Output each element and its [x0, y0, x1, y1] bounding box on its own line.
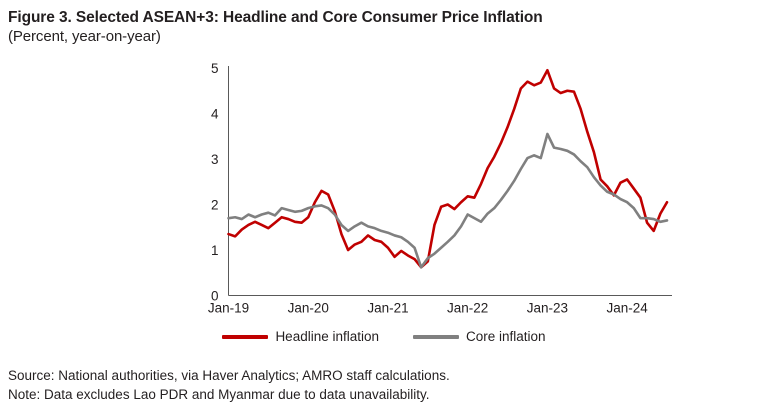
legend-label: Core inflation	[466, 329, 546, 344]
figure-title: Figure 3. Selected ASEAN+3: Headline and…	[8, 9, 543, 26]
legend-entry: Headline inflation	[222, 330, 379, 344]
chart-legend: Headline inflation Core inflation	[0, 330, 768, 344]
series-paths	[227, 68, 669, 269]
source-note: Source: National authorities, via Haver …	[8, 368, 450, 383]
legend-entry: Core inflation	[413, 330, 546, 344]
figure-subtitle: (Percent, year-on-year)	[8, 28, 161, 45]
data-note: Note: Data excludes Lao PDR and Myanmar …	[8, 387, 430, 402]
x-tick-label: Jan-23	[527, 301, 568, 315]
x-tick-label: Jan-19	[208, 301, 249, 315]
figure-notes: Source: National authorities, via Haver …	[8, 366, 760, 404]
legend-swatch	[222, 335, 269, 339]
figure-header: Figure 3. Selected ASEAN+3: Headline and…	[8, 8, 760, 46]
y-tick-label: 0	[211, 289, 219, 304]
y-tick-label: 5	[211, 61, 219, 76]
series-line-headline-inflation	[227, 68, 669, 269]
x-tick-label: Jan-22	[447, 301, 488, 315]
legend-swatch	[413, 335, 460, 339]
y-tick-label: 2	[211, 198, 219, 213]
series-line-core-inflation	[227, 132, 669, 269]
x-axis-tick-labels: Jan-19 Jan-20 Jan-21 Jan-22 Jan-23 Jan-24	[208, 301, 648, 315]
y-tick-label: 1	[211, 243, 219, 258]
x-tick-label: Jan-24	[606, 301, 648, 315]
y-axis-tick-labels: 0 1 2 3 4 5	[211, 61, 219, 304]
legend-label: Headline inflation	[275, 329, 380, 344]
x-tick-label: Jan-21	[367, 301, 408, 315]
y-tick-label: 3	[211, 152, 219, 167]
x-tick-label: Jan-20	[288, 301, 329, 315]
y-tick-label: 4	[211, 107, 219, 122]
